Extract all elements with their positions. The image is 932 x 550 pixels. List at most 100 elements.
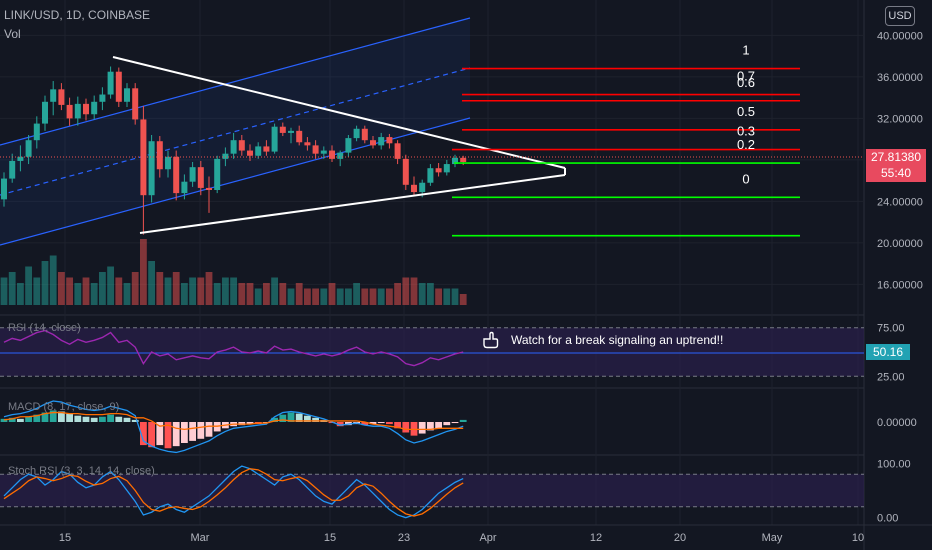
- candle-body: [296, 130, 303, 143]
- candle-body: [50, 89, 57, 102]
- candle-body: [66, 104, 73, 119]
- volume-bar: [115, 277, 123, 305]
- volume-bar: [140, 239, 147, 305]
- date-tick-label: Apr: [479, 532, 496, 544]
- channel-mid-line: [0, 67, 471, 196]
- candle-body: [148, 141, 155, 196]
- candle-body: [91, 101, 98, 115]
- date-tick-label: Mar: [191, 532, 210, 544]
- price-tick-label: 20.00000: [877, 238, 923, 250]
- macd-histogram-bar: [279, 414, 287, 422]
- volume-bar: [451, 288, 459, 305]
- volume-bar: [410, 277, 418, 305]
- macd-histogram-bar: [41, 412, 49, 422]
- macd-histogram-bar: [17, 418, 24, 422]
- candle-body: [25, 140, 32, 157]
- candle-body: [206, 187, 212, 190]
- annotation-note[interactable]: Watch for a break signaling an uptrend!!: [481, 329, 723, 351]
- rsi-label: RSI (14, close): [8, 322, 81, 334]
- candle-body: [263, 146, 270, 152]
- volume-bar: [246, 283, 254, 305]
- candle-body: [74, 103, 81, 119]
- macd-histogram-bar: [459, 419, 467, 422]
- stoch-tick-label: 100.00: [877, 458, 911, 470]
- stoch-k-line: [3, 465, 464, 519]
- annotation-text: Watch for a break signaling an uptrend!!: [511, 333, 724, 347]
- volume-bar: [279, 283, 287, 305]
- candle-body: [386, 137, 393, 144]
- volume-bar: [213, 283, 221, 305]
- rsi-tick-label: 75.00: [877, 323, 905, 335]
- candle-body: [107, 71, 114, 95]
- fib-level-label: 0.7: [737, 69, 755, 84]
- volume-bar: [336, 288, 344, 305]
- macd-tick-label: 0.00000: [877, 417, 917, 429]
- volume-bar: [287, 288, 295, 305]
- candle-body: [255, 146, 262, 156]
- fib-level-label: 0: [742, 171, 749, 186]
- volume-bar: [222, 277, 229, 305]
- candle-body: [378, 137, 385, 146]
- macd-histogram-bar: [49, 410, 57, 422]
- fib-level-label: 1: [742, 43, 749, 58]
- rsi-value-tag: 50.16: [866, 344, 910, 360]
- candle-body: [33, 123, 40, 141]
- volume-bar: [33, 277, 41, 305]
- volume-bar: [418, 283, 426, 305]
- date-tick-label: 23: [398, 532, 410, 544]
- price-tick-label: 40.00000: [877, 30, 923, 42]
- candle-body: [17, 156, 24, 161]
- candle-body: [83, 103, 89, 115]
- candle-body: [132, 88, 139, 120]
- candle-body: [304, 142, 311, 146]
- candle-body: [238, 140, 245, 151]
- candle-body: [1, 178, 7, 200]
- macd-histogram-bar: [295, 413, 303, 422]
- candle-body: [419, 182, 426, 193]
- macd-histogram-bar: [402, 422, 410, 433]
- fib-level-label: 0.5: [737, 104, 755, 119]
- stoch-d-line: [3, 468, 464, 517]
- macd-histogram-bar: [172, 422, 180, 447]
- volume-label: Vol: [4, 27, 21, 41]
- macd-histogram-bar: [271, 417, 278, 422]
- macd-histogram-bar: [443, 422, 451, 426]
- volume-bar: [74, 283, 82, 305]
- fib-level-label: 0.2: [737, 137, 755, 152]
- volume-bar: [402, 277, 410, 305]
- currency-button[interactable]: USD: [885, 6, 915, 26]
- volume-bar: [394, 283, 401, 305]
- macd-histogram-bar: [246, 422, 254, 425]
- macd-histogram-bar: [82, 416, 90, 422]
- volume-bar: [131, 272, 139, 305]
- candle-body: [214, 158, 221, 190]
- volume-bar: [312, 288, 319, 305]
- volume-bar: [459, 294, 467, 305]
- date-tick-label: 12: [590, 532, 602, 544]
- stoch-rsi-label: Stoch RSI (3, 3, 14, 14, close): [8, 465, 155, 477]
- triangle-lower-line: [139, 174, 566, 234]
- candle-body: [222, 153, 229, 159]
- macd-histogram-bar: [451, 422, 459, 424]
- volume-bar: [90, 283, 98, 305]
- candle-body: [353, 128, 360, 139]
- candle-body: [9, 160, 16, 179]
- volume-bar: [8, 272, 16, 305]
- stoch-band: [0, 474, 864, 507]
- macd-histogram-bar: [312, 417, 319, 422]
- channel-upper-line: [0, 17, 471, 146]
- macd-histogram-bar: [189, 422, 196, 441]
- macd-histogram-bar: [123, 417, 131, 422]
- volume-bar: [181, 283, 188, 305]
- macd-histogram-bar: [58, 411, 65, 422]
- macd-signal-line: [3, 411, 464, 431]
- candle-body: [361, 128, 368, 141]
- macd-line: [3, 400, 464, 454]
- macd-histogram-bar: [336, 422, 344, 427]
- volume-bar: [263, 283, 270, 305]
- stoch-tick-label: 0.00: [877, 513, 898, 525]
- volume-bar: [156, 272, 164, 305]
- volume-bar: [328, 283, 336, 305]
- volume-bar: [320, 288, 328, 305]
